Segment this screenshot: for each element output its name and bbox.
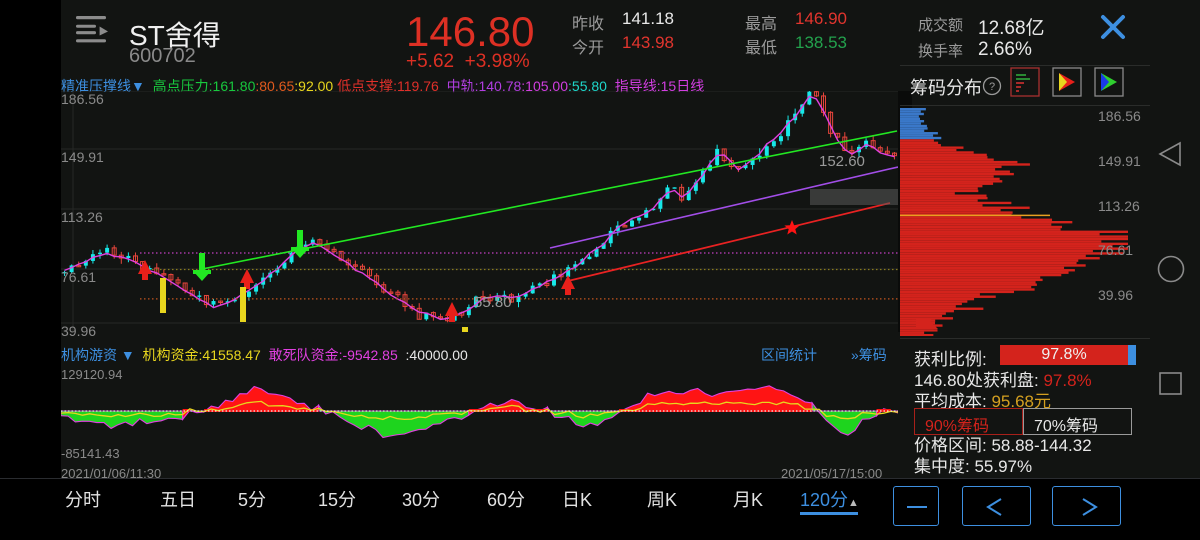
svg-text:?: ? <box>989 81 995 93</box>
